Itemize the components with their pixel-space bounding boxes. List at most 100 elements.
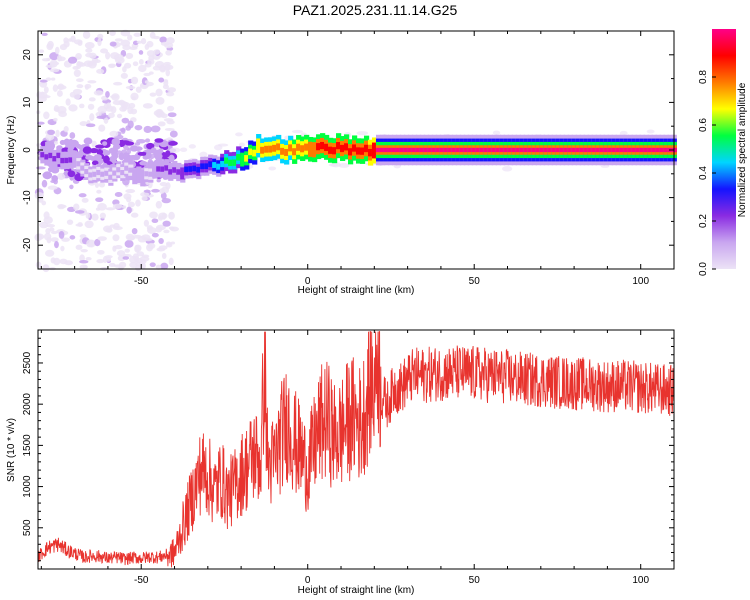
colorbar-tick-label: 0.2 (698, 214, 709, 228)
ridge-segment (367, 148, 374, 157)
ridge-segment (591, 147, 597, 153)
noise-blob (117, 255, 126, 262)
noise-blob (99, 212, 106, 219)
noise-blob (113, 81, 123, 86)
ridge-segment (128, 167, 134, 173)
ridge-segment (280, 147, 286, 155)
ridge-segment (543, 147, 549, 153)
noise-blob (157, 121, 166, 127)
ridge-segment (200, 163, 206, 170)
noise-blob (136, 40, 143, 44)
noise-blob (143, 125, 152, 134)
noise-blob (158, 77, 165, 83)
ridge-segment (160, 166, 166, 172)
ridge-segment (635, 147, 641, 153)
spectrogram-xlabel: Height of straight line (km) (298, 285, 415, 296)
ridge-segment (240, 156, 246, 163)
noise-blob (50, 77, 56, 81)
ridge-segment (359, 147, 366, 155)
noise-blob (58, 111, 67, 118)
ridge-segment (595, 147, 601, 153)
noise-blob (146, 142, 155, 150)
noise-blob (130, 92, 139, 101)
noise-blob (214, 144, 223, 151)
ridge-segment (639, 147, 645, 153)
ridge-segment (76, 161, 82, 167)
noise-blob (98, 182, 106, 188)
ridge-segment (176, 169, 182, 175)
noise-blob (84, 83, 92, 89)
noise-blob (163, 229, 170, 234)
noise-blob (143, 237, 153, 242)
noise-blob (94, 238, 101, 247)
noise-blob (127, 201, 135, 208)
ridge-segment (252, 149, 258, 157)
noise-blob (143, 72, 151, 77)
ridge-segment (399, 147, 406, 153)
ridge-segment (172, 167, 178, 173)
snr-y-tick-label: 2000 (22, 393, 33, 416)
noise-blob (120, 127, 126, 134)
noise-blob (96, 258, 105, 264)
noise-blob (138, 64, 147, 73)
ridge-segment (659, 147, 665, 153)
noise-blob (81, 197, 89, 203)
noise-blob (143, 189, 151, 193)
ridge-segment (48, 152, 54, 159)
ridge-segment (523, 147, 530, 153)
noise-blob (76, 78, 84, 83)
noise-blob (39, 79, 48, 83)
ridge-segment (112, 170, 118, 176)
noise-blob (143, 219, 150, 227)
ridge-segment (232, 159, 238, 166)
noise-blob (47, 166, 54, 173)
noise-blob (135, 199, 141, 207)
colorbar-label: Normalized spectral amplitude (737, 82, 748, 217)
ridge-segment (403, 147, 410, 153)
noise-blob (109, 30, 116, 36)
noise-blob (130, 76, 139, 85)
ridge-segment (479, 147, 486, 153)
noise-blob (79, 264, 88, 270)
ridge-segment (260, 146, 266, 154)
ridge-segment (503, 147, 510, 153)
ridge-segment (491, 147, 498, 153)
noise-blob (159, 181, 168, 187)
noise-blob (112, 100, 123, 106)
ridge-segment (463, 147, 470, 153)
noise-blob (138, 50, 144, 55)
spectrogram-frame (37, 30, 675, 270)
noise-blob (111, 137, 121, 146)
noise-blob (126, 196, 132, 203)
noise-blob (36, 121, 45, 125)
noise-blob (63, 126, 69, 133)
ridge-segment (52, 156, 58, 162)
ridge-segment (92, 171, 98, 177)
ridge-segment (104, 170, 110, 176)
ridge-segment (68, 157, 74, 163)
noise-blob (146, 226, 157, 234)
noise-blob (47, 185, 58, 190)
ridge-segment (559, 147, 565, 153)
noise-blob (120, 39, 131, 47)
ridge-segment (603, 147, 609, 153)
ridge-segment (631, 147, 637, 153)
noise-blob (160, 262, 169, 270)
ridge-segment (352, 144, 358, 152)
noise-blob (124, 141, 135, 146)
noise-blob (133, 32, 141, 37)
noise-blob (80, 248, 88, 253)
noise-blob (105, 207, 116, 211)
noise-blob (59, 43, 68, 51)
ridge-segment (507, 147, 514, 153)
ridge-segment (156, 166, 162, 172)
noise-blob (166, 37, 175, 45)
noise-blob (139, 256, 150, 262)
ridge-segment (375, 147, 382, 153)
ridge-segment (655, 147, 661, 153)
noise-blob (109, 148, 118, 154)
noise-blob (136, 138, 146, 144)
noise-blob (167, 112, 177, 118)
noise-blob (103, 117, 109, 124)
noise-blob (502, 166, 513, 172)
